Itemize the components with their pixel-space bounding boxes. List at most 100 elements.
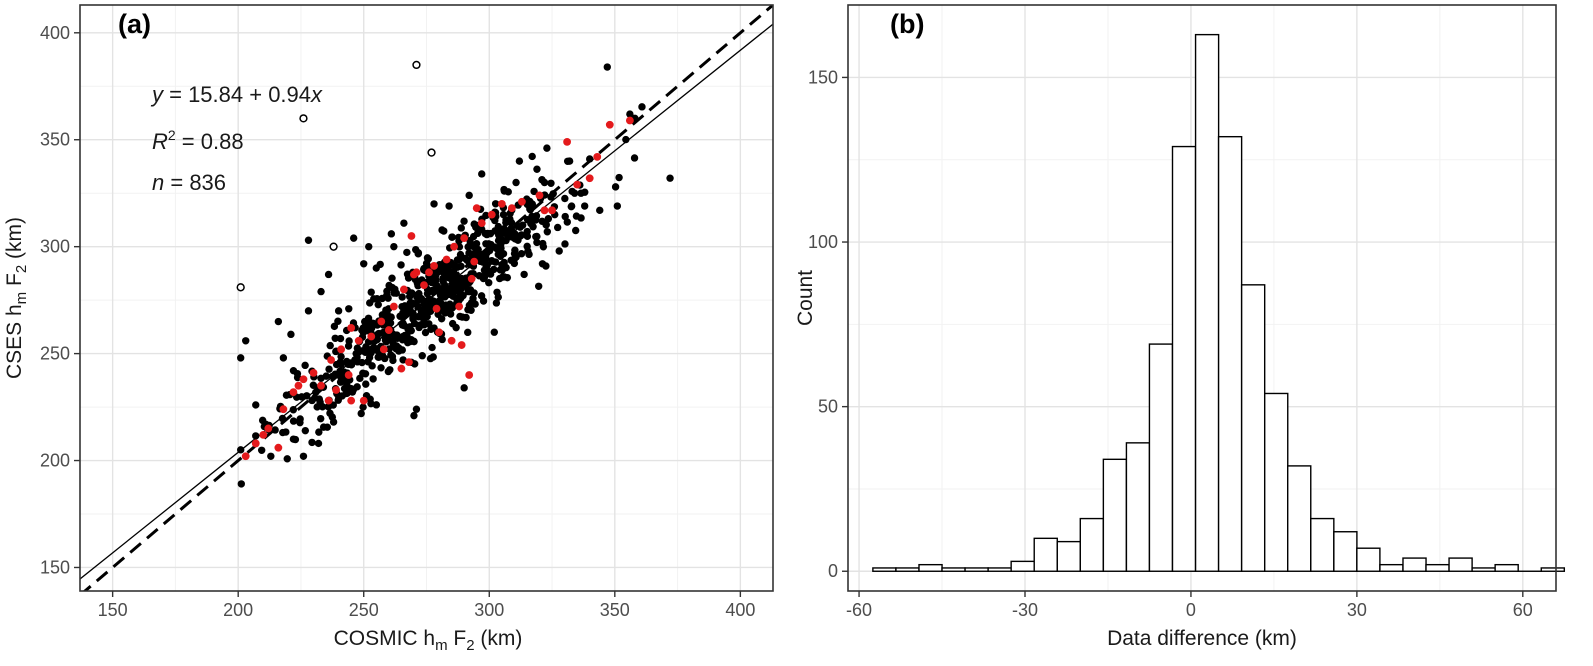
red-point bbox=[563, 137, 572, 146]
black-point bbox=[440, 227, 448, 235]
black-point bbox=[500, 258, 508, 267]
outlier-open-point bbox=[299, 114, 308, 123]
black-point bbox=[528, 200, 537, 208]
black-point bbox=[638, 103, 646, 111]
black-point bbox=[563, 218, 571, 226]
black-point bbox=[237, 480, 246, 488]
black-point bbox=[534, 282, 543, 290]
y-tick-label: 50 bbox=[818, 397, 838, 417]
red-point bbox=[518, 197, 526, 206]
xlabel-end: (km) bbox=[475, 627, 523, 650]
n-rest: = 836 bbox=[164, 170, 226, 195]
black-point bbox=[357, 409, 365, 418]
black-point bbox=[365, 242, 373, 251]
x-tick-label: 250 bbox=[349, 600, 379, 620]
red-point bbox=[259, 430, 268, 439]
black-point bbox=[500, 187, 509, 195]
panel-b-label: (b) bbox=[890, 9, 924, 39]
black-point bbox=[384, 367, 393, 376]
red-point bbox=[279, 405, 288, 414]
histogram-bar bbox=[1148, 343, 1174, 572]
black-point bbox=[626, 110, 634, 118]
black-point bbox=[398, 293, 406, 301]
red-point bbox=[432, 304, 441, 313]
red-point bbox=[354, 336, 363, 345]
histogram-bar bbox=[918, 563, 943, 572]
histogram-bar bbox=[1102, 458, 1128, 572]
red-point bbox=[407, 232, 416, 240]
black-point bbox=[410, 360, 419, 368]
black-point bbox=[547, 179, 555, 187]
histogram-bar bbox=[1264, 392, 1289, 572]
regression-equation: y = 15.84 + 0.94x bbox=[150, 82, 323, 107]
black-point bbox=[347, 359, 355, 367]
black-point bbox=[337, 376, 346, 384]
black-point bbox=[242, 337, 250, 345]
black-point bbox=[512, 178, 520, 187]
black-point bbox=[496, 266, 505, 274]
black-point bbox=[274, 317, 283, 326]
black-point bbox=[377, 364, 385, 372]
black-point bbox=[486, 270, 495, 278]
black-point bbox=[540, 178, 549, 187]
black-point bbox=[441, 281, 449, 289]
red-point bbox=[289, 388, 298, 397]
x-tick-label: -60 bbox=[846, 600, 872, 620]
black-point bbox=[279, 354, 288, 362]
black-point bbox=[430, 285, 439, 294]
red-point bbox=[497, 199, 506, 208]
black-point bbox=[314, 439, 323, 448]
n-letter: n bbox=[152, 170, 164, 195]
black-point bbox=[236, 446, 245, 454]
histogram-bar bbox=[872, 567, 897, 572]
black-point bbox=[478, 170, 486, 178]
black-point bbox=[334, 307, 343, 315]
black-point bbox=[544, 215, 553, 223]
black-point bbox=[322, 372, 330, 380]
black-point bbox=[373, 295, 381, 303]
red-point bbox=[455, 302, 464, 311]
black-point bbox=[421, 328, 430, 337]
black-point bbox=[469, 232, 478, 241]
histogram-bar bbox=[1379, 563, 1404, 572]
black-point bbox=[361, 348, 370, 357]
black-point bbox=[301, 361, 309, 370]
black-point bbox=[364, 358, 372, 366]
black-point bbox=[462, 313, 470, 322]
red-point bbox=[384, 326, 393, 334]
red-point bbox=[347, 396, 356, 405]
black-point bbox=[517, 250, 526, 258]
black-point bbox=[257, 446, 266, 454]
histogram-bar bbox=[1425, 563, 1450, 572]
red-point bbox=[309, 368, 318, 377]
histogram-bar bbox=[1033, 537, 1058, 572]
histogram-bar bbox=[1287, 465, 1312, 572]
black-point bbox=[553, 223, 562, 232]
red-point bbox=[332, 386, 341, 394]
black-point bbox=[475, 272, 483, 280]
red-point bbox=[460, 234, 469, 243]
red-point bbox=[324, 396, 333, 405]
black-point bbox=[405, 292, 414, 301]
black-point bbox=[404, 274, 413, 282]
black-point bbox=[572, 212, 581, 220]
black-point bbox=[542, 221, 550, 229]
black-point bbox=[337, 352, 345, 361]
black-point bbox=[570, 189, 579, 197]
xlabel-main: COSMIC h bbox=[334, 627, 436, 650]
black-point bbox=[502, 230, 510, 238]
black-point bbox=[426, 295, 435, 304]
panel-b-border bbox=[847, 4, 1557, 592]
red-point bbox=[430, 262, 438, 270]
black-point bbox=[488, 257, 496, 265]
red-point bbox=[264, 424, 273, 433]
red-point bbox=[585, 174, 594, 183]
ylabel-sub2: 2 bbox=[13, 265, 30, 273]
histogram-bar bbox=[1310, 517, 1335, 572]
black-point bbox=[372, 401, 381, 409]
histogram-bar bbox=[1125, 442, 1151, 572]
y-tick-label: 250 bbox=[40, 344, 70, 364]
r-letter: R bbox=[152, 129, 168, 154]
black-point bbox=[507, 224, 515, 232]
